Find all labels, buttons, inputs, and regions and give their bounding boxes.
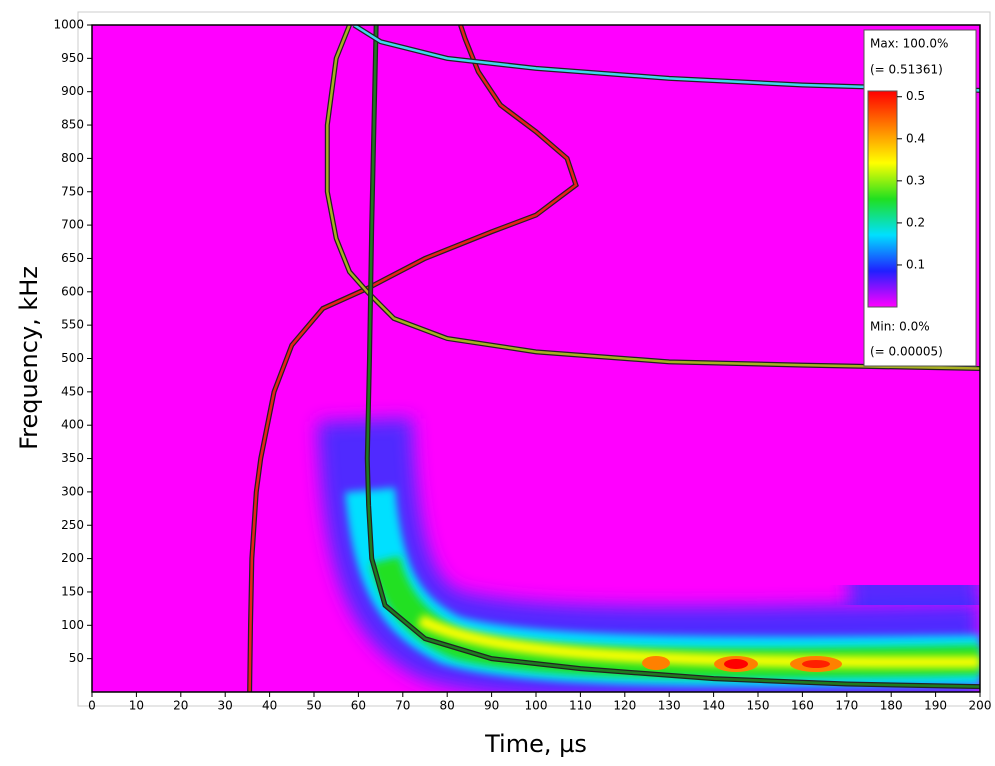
- y-tick-label: 200: [61, 551, 84, 565]
- x-tick-label: 160: [791, 699, 814, 713]
- x-tick-label: 140: [702, 699, 725, 713]
- x-tick-label: 10: [129, 699, 144, 713]
- x-tick-label: 80: [440, 699, 455, 713]
- y-tick-label: 50: [69, 651, 84, 665]
- x-tick-label: 110: [569, 699, 592, 713]
- y-tick-label: 900: [61, 84, 84, 98]
- x-tick-label: 20: [173, 699, 188, 713]
- outer-frame: [77, 11, 991, 707]
- y-tick-label: 400: [61, 418, 84, 432]
- y-tick-label: 950: [61, 51, 84, 65]
- y-tick-label: 350: [61, 451, 84, 465]
- y-tick-label: 800: [61, 151, 84, 165]
- x-tick-label: 50: [306, 699, 321, 713]
- x-tick-label: 30: [218, 699, 233, 713]
- colorbar-min: Min: 0.0%: [870, 320, 930, 334]
- x-tick-label: 180: [880, 699, 903, 713]
- x-tick-label: 70: [395, 699, 410, 713]
- colorbar-tick-label: 0.5: [906, 89, 925, 103]
- colorbar-max-value: (= 0.51361): [870, 63, 943, 77]
- y-tick-label: 100: [61, 618, 84, 632]
- heatmap: [317, 380, 980, 692]
- curve: [326, 25, 980, 370]
- heatmap-blob: [724, 659, 748, 669]
- heatmap-blob: [642, 656, 670, 670]
- colorbar-max: Max: 100.0%: [870, 37, 948, 51]
- y-tick-label: 850: [61, 118, 84, 132]
- colorbar: [867, 90, 898, 308]
- x-tick-label: 90: [484, 699, 499, 713]
- x-tick-label: 150: [747, 699, 770, 713]
- heatmap-blob: [802, 660, 830, 668]
- x-axis-label: Time, µs: [484, 730, 587, 758]
- y-tick-label: 750: [61, 184, 84, 198]
- curve: [366, 25, 980, 688]
- heatmap-blob: [847, 555, 980, 635]
- y-tick-label: 250: [61, 518, 84, 532]
- colorbar-tick-label: 0.3: [906, 173, 925, 187]
- y-tick-label: 500: [61, 351, 84, 365]
- x-tick-label: 100: [525, 699, 548, 713]
- y-tick-label: 1000: [53, 18, 84, 32]
- y-tick-label: 650: [61, 251, 84, 265]
- colorbar-tick-label: 0.2: [906, 215, 925, 229]
- curve: [353, 25, 980, 92]
- y-axis-label: Frequency, kHz: [15, 266, 43, 450]
- x-tick-label: 120: [613, 699, 636, 713]
- y-tick-label: 600: [61, 284, 84, 298]
- colorbar-tick-label: 0.1: [906, 257, 925, 271]
- x-tick-label: 40: [262, 699, 277, 713]
- plot-background: [92, 25, 980, 692]
- y-tick-label: 150: [61, 584, 84, 598]
- x-tick-label: 60: [351, 699, 366, 713]
- curves: [247, 25, 980, 692]
- x-tick-label: 190: [924, 699, 947, 713]
- curve: [248, 25, 578, 692]
- y-tick-label: 700: [61, 218, 84, 232]
- x-tick-label: 130: [658, 699, 681, 713]
- x-tick-label: 200: [969, 699, 992, 713]
- y-tick-label: 550: [61, 318, 84, 332]
- y-tick-label: 300: [61, 484, 84, 498]
- colorbar-min-value: (= 0.00005): [870, 345, 943, 359]
- colorbar-tick-label: 0.4: [906, 131, 925, 145]
- x-tick-label: 170: [835, 699, 858, 713]
- y-tick-label: 450: [61, 384, 84, 398]
- x-tick-label: 0: [88, 699, 96, 713]
